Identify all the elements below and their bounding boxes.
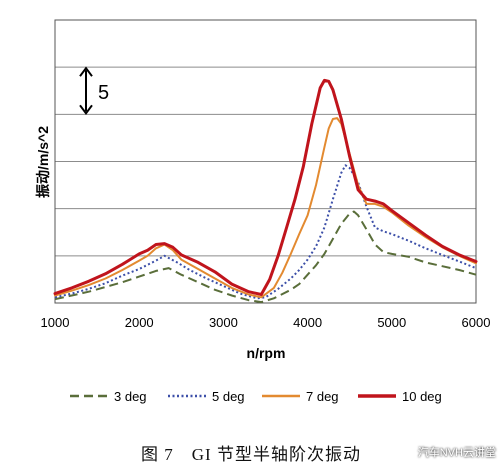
x-tick-label: 2000 (125, 315, 154, 330)
series-line-3-deg (54, 210, 477, 304)
x-axis-tick-labels: 1000 2000 3000 4000 5000 6000 (41, 315, 491, 330)
scale-marker: 5 (79, 66, 109, 116)
legend-label-3-deg: 3 deg (114, 389, 147, 404)
legend-label-5-deg: 5 deg (212, 389, 245, 404)
series-line-10-deg (53, 78, 478, 296)
y-axis-title: 振动/m/s^2 (35, 126, 51, 198)
series-layer (53, 78, 478, 304)
x-tick-label: 3000 (209, 315, 238, 330)
x-tick-label: 1000 (41, 315, 70, 330)
scale-arrow-down-icon (79, 104, 93, 116)
legend: 3 deg 5 deg 7 deg 10 deg (70, 389, 442, 404)
plot-area-frame (54, 19, 477, 304)
figure-caption: 图 7 GI 节型半轴阶次振动 (141, 445, 361, 464)
legend-label-10-deg: 10 deg (402, 389, 442, 404)
watermark: 汽车NVH云讲堂 (417, 447, 496, 459)
scale-marker-label: 5 (98, 82, 109, 104)
series-line-7-deg (54, 117, 477, 299)
legend-label-7-deg: 7 deg (306, 389, 339, 404)
series-line-5-deg (54, 164, 477, 300)
scale-arrow-up-icon (79, 66, 93, 77)
x-tick-label: 4000 (293, 315, 322, 330)
x-tick-label: 5000 (377, 315, 406, 330)
x-tick-label: 6000 (462, 315, 491, 330)
x-axis-title: n/rpm (247, 345, 286, 361)
